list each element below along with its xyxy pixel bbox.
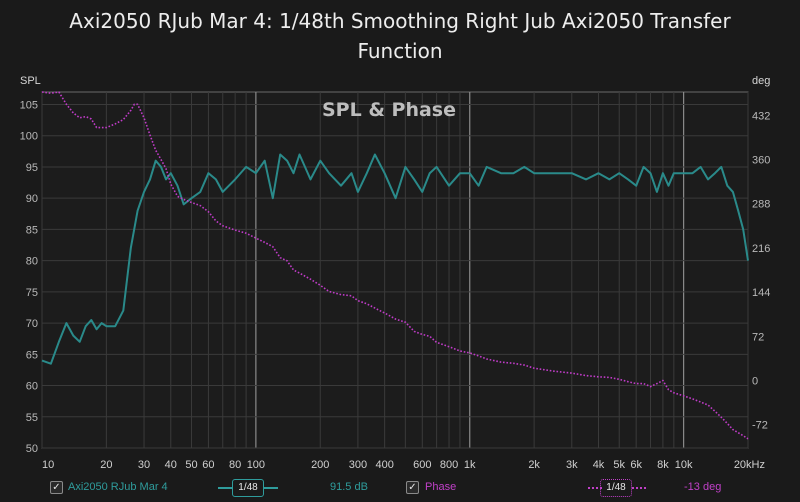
legend: ✓ Axi2050 RJub Mar 4 1/48 91.5 dB ✓ Phas… <box>0 478 800 500</box>
x-tick-label: 2k <box>528 459 540 471</box>
x-tick-label: 400 <box>375 459 393 471</box>
y-left-tick-label: 55 <box>26 412 38 424</box>
y-right-tick-label: 288 <box>752 199 770 211</box>
x-tick-label: 30 <box>138 459 150 471</box>
x-tick-label: 40 <box>165 459 177 471</box>
y-left-tick-label: 100 <box>20 131 38 143</box>
spl-visibility-checkbox[interactable]: ✓ <box>50 481 63 494</box>
x-tick-label: 10 <box>42 459 54 471</box>
spl-line-swatch-left <box>218 487 232 489</box>
x-tick-label: 1k <box>464 459 476 471</box>
axis-ticks: 50 55 60 65 70 75 80 85 90 95 100 105 -72 0 72 144 216 28… <box>20 99 771 471</box>
y-right-tick-label: 144 <box>752 287 770 299</box>
x-tick-label: 600 <box>413 459 431 471</box>
spl-line-swatch-right <box>264 487 278 489</box>
y-right-tick-label: 72 <box>752 331 764 343</box>
y-right-tick-label: 0 <box>752 375 758 387</box>
x-tick-label: 20kHz <box>734 459 765 471</box>
spl-legend-value: 91.5 dB <box>330 481 368 493</box>
y-left-tick-label: 85 <box>26 224 38 236</box>
chart-title-line-2: Function <box>357 39 443 63</box>
x-tick-label: 100 <box>247 459 265 471</box>
y-left-tick-label: 95 <box>26 162 38 174</box>
x-tick-label: 60 <box>202 459 214 471</box>
chart-title: Axi2050 RJub Mar 4: 1/48th Smoothing Rig… <box>0 6 800 66</box>
series <box>41 91 749 440</box>
x-tick-label: 300 <box>349 459 367 471</box>
x-tick-label: 800 <box>440 459 458 471</box>
x-tick-label: 8k <box>657 459 669 471</box>
grid <box>41 92 749 449</box>
y-left-tick-label: 105 <box>20 99 38 111</box>
y-left-tick-label: 70 <box>26 318 38 330</box>
phase-smoothing-button[interactable]: 1/48 <box>600 479 632 497</box>
phase-legend-name: Phase <box>425 481 457 493</box>
x-tick-label: 3k <box>566 459 578 471</box>
y-left-tick-label: 80 <box>26 256 38 268</box>
y-right-axis-label: deg <box>752 75 770 87</box>
phase-visibility-checkbox[interactable]: ✓ <box>406 481 419 494</box>
x-tick-label: 10k <box>675 459 693 471</box>
y-left-tick-label: 50 <box>26 443 38 455</box>
x-tick-label: 80 <box>229 459 241 471</box>
x-tick-label: 5k <box>613 459 625 471</box>
overlay-label: SPL & Phase <box>322 99 456 121</box>
spl-series-line <box>41 153 749 365</box>
y-right-tick-label: -72 <box>752 420 768 432</box>
phase-line-swatch-right <box>632 487 646 489</box>
phase-legend-value: -13 deg <box>684 481 722 493</box>
phase-line-swatch-left <box>588 487 602 489</box>
x-tick-label: 200 <box>311 459 329 471</box>
x-tick-label: 6k <box>630 459 642 471</box>
spl-legend-name: Axi2050 RJub Mar 4 <box>68 481 168 493</box>
spl-phase-chart[interactable]: 50 55 60 65 70 75 80 85 90 95 100 105 -72 0 72 144 216 28… <box>0 0 800 478</box>
x-tick-label: 20 <box>100 459 112 471</box>
y-right-tick-label: 216 <box>752 243 770 255</box>
x-tick-label: 4k <box>593 459 605 471</box>
spl-smoothing-button[interactable]: 1/48 <box>232 479 264 497</box>
y-left-tick-label: 75 <box>26 287 38 299</box>
x-tick-label: 50 <box>185 459 197 471</box>
chart-title-line-1: Axi2050 RJub Mar 4: 1/48th Smoothing Rig… <box>69 9 731 33</box>
y-left-tick-label: 60 <box>26 381 38 393</box>
y-right-tick-label: 360 <box>752 155 770 167</box>
y-right-tick-label: 432 <box>752 110 770 122</box>
plot-area <box>41 91 749 449</box>
y-left-axis-label: SPL <box>20 75 41 87</box>
y-left-tick-label: 65 <box>26 349 38 361</box>
y-left-tick-label: 90 <box>26 193 38 205</box>
